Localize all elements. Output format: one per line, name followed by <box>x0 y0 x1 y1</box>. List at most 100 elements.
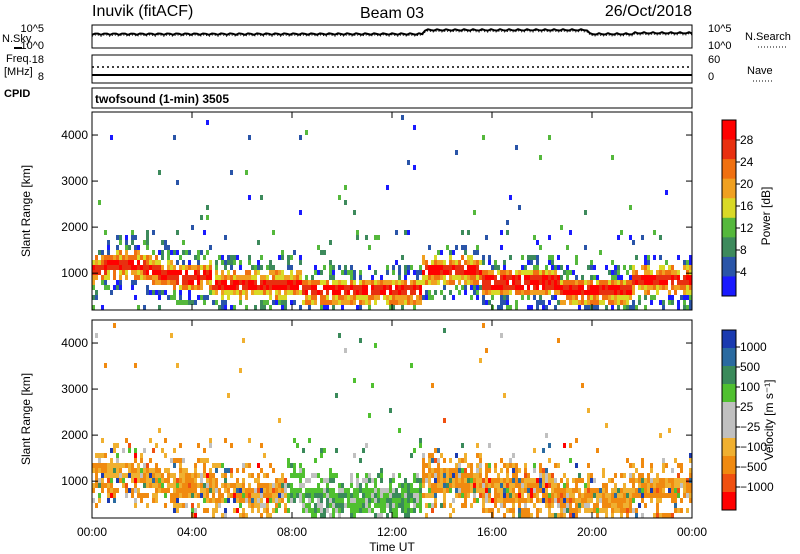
range-time-cell <box>152 260 155 265</box>
range-time-cell <box>530 260 533 265</box>
range-time-cell <box>146 275 149 280</box>
range-time-cell <box>230 483 233 488</box>
range-time-cell <box>674 498 677 503</box>
range-time-cell <box>452 508 455 513</box>
range-time-cell <box>527 275 530 280</box>
range-time-cell <box>227 493 230 498</box>
range-time-cell <box>272 488 275 493</box>
range-time-cell <box>311 295 314 300</box>
colorbar-swatch <box>722 492 736 511</box>
range-time-cell <box>464 483 467 488</box>
range-time-cell <box>305 503 308 508</box>
range-time-cell <box>617 508 620 513</box>
range-time-cell <box>443 493 446 498</box>
range-time-cell <box>317 508 320 513</box>
range-time-cell <box>116 235 119 240</box>
range-time-cell <box>392 493 395 498</box>
range-time-cell <box>551 493 554 498</box>
range-time-cell <box>260 503 263 508</box>
range-time-cell <box>194 255 197 260</box>
range-time-cell <box>680 508 683 513</box>
range-time-cell <box>191 483 194 488</box>
range-time-cell <box>689 468 692 473</box>
range-time-cell <box>182 280 185 285</box>
range-time-cell <box>101 260 104 265</box>
range-time-cell <box>533 463 536 468</box>
range-time-cell <box>503 478 506 483</box>
y-tick-label: 3000 <box>61 382 88 396</box>
range-time-cell <box>350 513 353 518</box>
range-time-cell <box>512 468 515 473</box>
range-time-cell <box>527 305 530 310</box>
range-time-cell <box>329 473 332 478</box>
range-time-cell <box>665 270 668 275</box>
range-time-cell <box>326 295 329 300</box>
range-time-cell <box>335 280 338 285</box>
range-time-cell <box>587 483 590 488</box>
range-time-cell <box>452 483 455 488</box>
range-time-cell <box>500 483 503 488</box>
range-time-cell <box>539 280 542 285</box>
range-time-cell <box>578 300 581 305</box>
range-time-cell <box>458 473 461 478</box>
range-time-cell <box>206 205 209 210</box>
range-time-cell <box>233 493 236 498</box>
range-time-cell <box>308 478 311 483</box>
range-time-cell <box>659 478 662 483</box>
range-time-cell <box>614 295 617 300</box>
range-time-cell <box>176 493 179 498</box>
range-time-cell <box>506 285 509 290</box>
range-time-cell <box>221 290 224 295</box>
range-time-cell <box>374 270 377 275</box>
range-time-cell <box>596 275 599 280</box>
range-time-cell <box>533 503 536 508</box>
range-time-cell <box>557 503 560 508</box>
range-time-cell <box>392 473 395 478</box>
range-time-cell <box>584 300 587 305</box>
range-time-cell <box>434 493 437 498</box>
range-time-cell <box>155 488 158 493</box>
range-time-cell <box>482 498 485 503</box>
range-time-cell <box>398 428 401 433</box>
program-label: twofsound (1-min) 3505 <box>95 92 229 106</box>
range-time-cell <box>650 478 653 483</box>
range-time-cell <box>467 255 470 260</box>
range-time-cell <box>314 280 317 285</box>
colorbar-swatch <box>722 348 736 367</box>
range-time-cell <box>152 493 155 498</box>
range-time-cell <box>338 503 341 508</box>
range-time-cell <box>227 270 230 275</box>
range-time-cell <box>332 275 335 280</box>
range-time-cell <box>251 503 254 508</box>
range-time-cell <box>614 285 617 290</box>
range-time-cell <box>536 255 539 260</box>
range-time-cell <box>203 300 206 305</box>
range-time-cell <box>587 280 590 285</box>
range-time-cell <box>266 493 269 498</box>
range-time-cell <box>146 473 149 478</box>
range-time-cell <box>644 295 647 300</box>
range-time-cell <box>497 493 500 498</box>
range-time-cell <box>671 488 674 493</box>
range-time-cell <box>134 275 137 280</box>
range-time-cell <box>263 508 266 513</box>
range-time-cell <box>572 493 575 498</box>
range-time-cell <box>122 270 125 275</box>
range-time-cell <box>173 493 176 498</box>
range-time-cell <box>155 473 158 478</box>
range-time-cell <box>608 270 611 275</box>
range-time-cell <box>575 463 578 468</box>
range-time-cell <box>467 275 470 280</box>
range-time-cell <box>167 473 170 478</box>
range-time-cell <box>479 458 482 463</box>
range-time-cell <box>332 508 335 513</box>
range-time-cell <box>191 225 194 230</box>
range-time-cell <box>587 408 590 413</box>
range-time-cell <box>566 275 569 280</box>
range-time-cell <box>431 280 434 285</box>
range-time-cell <box>143 468 146 473</box>
range-time-cell <box>146 503 149 508</box>
range-time-cell <box>572 280 575 285</box>
range-time-cell <box>92 488 95 493</box>
range-time-cell <box>539 488 542 493</box>
